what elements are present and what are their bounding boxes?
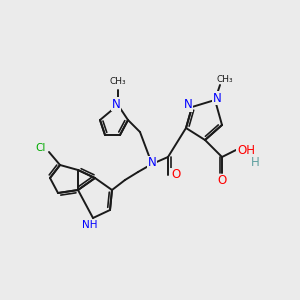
Text: OH: OH [237, 143, 255, 157]
Text: O: O [171, 169, 181, 182]
Text: H: H [250, 155, 260, 169]
Text: N: N [213, 92, 221, 104]
Text: N: N [148, 157, 156, 169]
Text: N: N [112, 98, 120, 110]
Text: CH₃: CH₃ [217, 76, 233, 85]
Text: CH₃: CH₃ [110, 77, 126, 86]
Text: NH: NH [82, 220, 98, 230]
Text: N: N [184, 98, 192, 112]
Text: Cl: Cl [36, 143, 46, 153]
Text: O: O [218, 175, 226, 188]
